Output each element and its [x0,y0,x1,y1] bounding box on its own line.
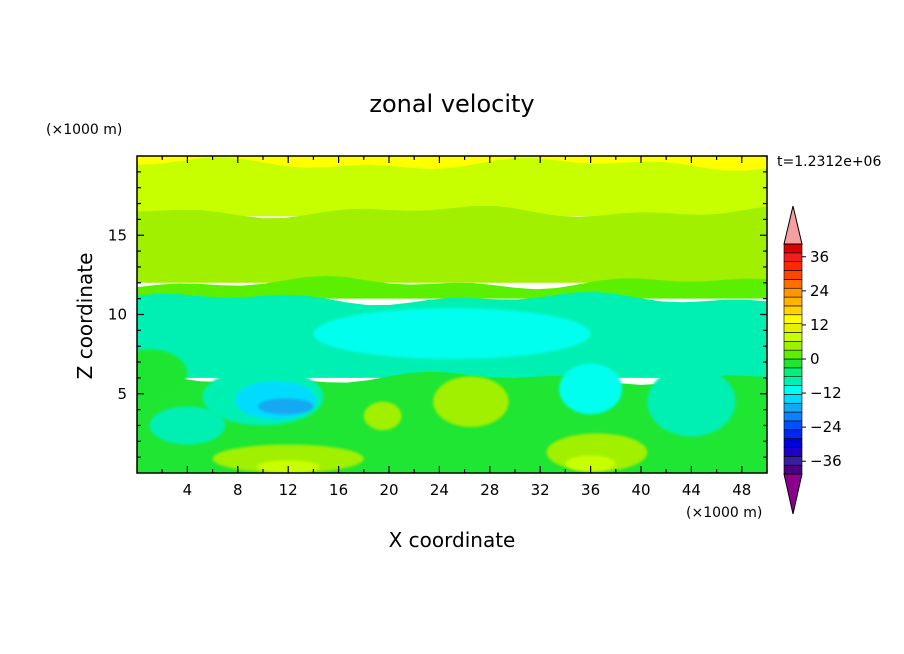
x-tick-label: 40 [631,481,650,499]
x-tick-label: 24 [430,481,449,499]
contour-blob [212,444,364,473]
colorbar-segment [783,429,803,439]
y-tick-label: 15 [108,226,127,244]
colorbar-segment [783,456,803,466]
colorbar-segment [783,376,803,386]
colorbar-label: −12 [810,384,842,402]
x-tick-label: 36 [581,481,600,499]
contour-blob [137,349,188,397]
colorbar-segment [783,447,803,457]
contour-blob [257,398,314,415]
x-tick-label: 8 [233,481,243,499]
x-tick-label: 4 [183,481,193,499]
contour-blob [433,376,509,428]
x-tick-label: 12 [279,481,298,499]
colorbar-segment [783,279,803,289]
contour-band [137,157,767,217]
colorbar-label: 12 [810,316,829,334]
colorbar-label: 0 [810,350,820,368]
colorbar-segment [783,420,803,431]
colorbar-segment [783,287,803,298]
y-unit-label: (×1000 m) [46,122,122,138]
colorbar-segment [783,341,803,351]
colorbar-label: −24 [810,418,842,436]
colorbar-segment [783,385,803,395]
colorbar-label: 36 [810,248,829,266]
colorbar-segment [783,314,803,324]
x-tick-label: 44 [682,481,701,499]
y-tick-label: 5 [117,385,127,403]
colorbar-segment [783,349,803,360]
x-tick-label: 16 [329,481,348,499]
chart-title: zonal velocity [369,90,534,118]
colorbar-segment [783,464,803,475]
colorbar-segment [783,243,803,254]
x-unit-label: (×1000 m) [686,505,762,521]
x-tick-label: 48 [732,481,751,499]
contour-features [137,308,736,473]
colorbar-segment [783,261,803,271]
contour-blob [565,455,616,472]
y-tick-label: 10 [108,306,127,324]
colorbar-segment [783,296,803,307]
contour-band [137,205,767,283]
colorbar-under-triangle [783,473,803,515]
colorbar-segment [783,252,803,262]
contour-blob [313,308,591,359]
contour-band [137,275,767,299]
contour-blob [559,363,623,415]
x-tick-label: 20 [379,481,398,499]
colorbar-segment [783,323,803,333]
contour-blob [363,401,402,431]
colorbar-segment [783,438,803,448]
colorbar: 36 24 12 0 −12 −24 −36 [783,205,842,515]
x-axis-ticks: 4 8 12 16 20 24 28 32 36 40 44 48 [161,156,768,499]
colorbar-segment [783,270,803,280]
colorbar-segment [783,394,803,404]
x-tick-label: 32 [531,481,550,499]
colorbar-segment [783,358,803,369]
colorbar-label: 24 [810,282,829,300]
contour-blob [149,406,226,445]
colorbar-over-triangle [783,205,803,245]
colorbar-label: −36 [810,452,842,470]
colorbar-segment [783,305,803,316]
colorbar-segment [783,332,803,342]
contour-blob [647,366,736,437]
y-axis-ticks: 5 10 15 [108,171,767,458]
y-axis-label: Z coordinate [73,253,97,380]
time-label: t=1.2312e+06 [777,154,881,170]
x-axis-label: X coordinate [389,528,516,552]
colorbar-segment [783,367,803,377]
colorbar-segment [783,402,803,413]
plot-area [137,156,767,473]
x-tick-label: 28 [480,481,499,499]
colorbar-segment [783,411,803,422]
